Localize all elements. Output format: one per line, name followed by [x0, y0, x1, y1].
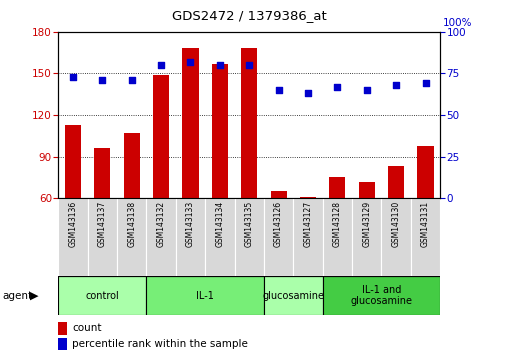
Bar — [293, 198, 322, 276]
Bar — [58, 322, 67, 335]
Text: glucosamine: glucosamine — [262, 291, 324, 301]
Bar — [322, 276, 439, 315]
Text: GSM143130: GSM143130 — [391, 201, 400, 247]
Point — [69, 74, 77, 80]
Text: count: count — [72, 323, 102, 333]
Bar — [65, 125, 81, 198]
Point — [127, 77, 135, 83]
Bar — [117, 198, 146, 276]
Text: GSM143127: GSM143127 — [303, 201, 312, 247]
Bar — [146, 276, 264, 315]
Point — [421, 81, 429, 86]
Text: GSM143133: GSM143133 — [185, 201, 194, 247]
Bar — [381, 198, 410, 276]
Bar — [358, 182, 374, 198]
Text: GSM143129: GSM143129 — [362, 201, 371, 247]
Point — [157, 62, 165, 68]
Bar — [182, 48, 198, 198]
Bar — [410, 198, 439, 276]
Text: GSM143134: GSM143134 — [215, 201, 224, 247]
Bar — [175, 198, 205, 276]
Point — [391, 82, 399, 88]
Text: GSM143138: GSM143138 — [127, 201, 136, 247]
Text: ▶: ▶ — [30, 291, 38, 301]
Bar — [58, 338, 67, 350]
Bar — [329, 177, 345, 198]
Point — [215, 62, 223, 68]
Bar — [205, 198, 234, 276]
Point — [362, 87, 370, 93]
Bar — [241, 48, 257, 198]
Text: GSM143136: GSM143136 — [68, 201, 77, 247]
Bar — [146, 198, 175, 276]
Text: GSM143132: GSM143132 — [156, 201, 165, 247]
Text: GSM143131: GSM143131 — [420, 201, 429, 247]
Bar — [270, 191, 286, 198]
Text: GSM143135: GSM143135 — [244, 201, 253, 247]
Bar — [417, 145, 433, 198]
Text: 100%: 100% — [442, 18, 471, 28]
Bar — [264, 198, 293, 276]
Bar — [87, 198, 117, 276]
Bar — [58, 276, 146, 315]
Bar — [58, 198, 87, 276]
Text: GSM143128: GSM143128 — [332, 201, 341, 247]
Bar — [123, 133, 139, 198]
Point — [333, 84, 341, 90]
Bar — [351, 198, 381, 276]
Text: control: control — [85, 291, 119, 301]
Bar — [299, 197, 316, 198]
Point — [245, 62, 253, 68]
Point — [274, 87, 282, 93]
Text: agent: agent — [3, 291, 33, 301]
Bar — [322, 198, 351, 276]
Text: percentile rank within the sample: percentile rank within the sample — [72, 339, 248, 349]
Bar — [94, 148, 110, 198]
Bar — [153, 75, 169, 198]
Text: GDS2472 / 1379386_at: GDS2472 / 1379386_at — [172, 9, 326, 22]
Point — [304, 91, 312, 96]
Point — [186, 59, 194, 65]
Bar — [264, 276, 322, 315]
Text: GSM143126: GSM143126 — [274, 201, 282, 247]
Point — [98, 77, 106, 83]
Text: GSM143137: GSM143137 — [97, 201, 107, 247]
Bar — [234, 198, 264, 276]
Text: IL-1 and
glucosamine: IL-1 and glucosamine — [350, 285, 412, 307]
Bar — [387, 166, 403, 198]
Bar — [211, 64, 227, 198]
Text: IL-1: IL-1 — [196, 291, 214, 301]
